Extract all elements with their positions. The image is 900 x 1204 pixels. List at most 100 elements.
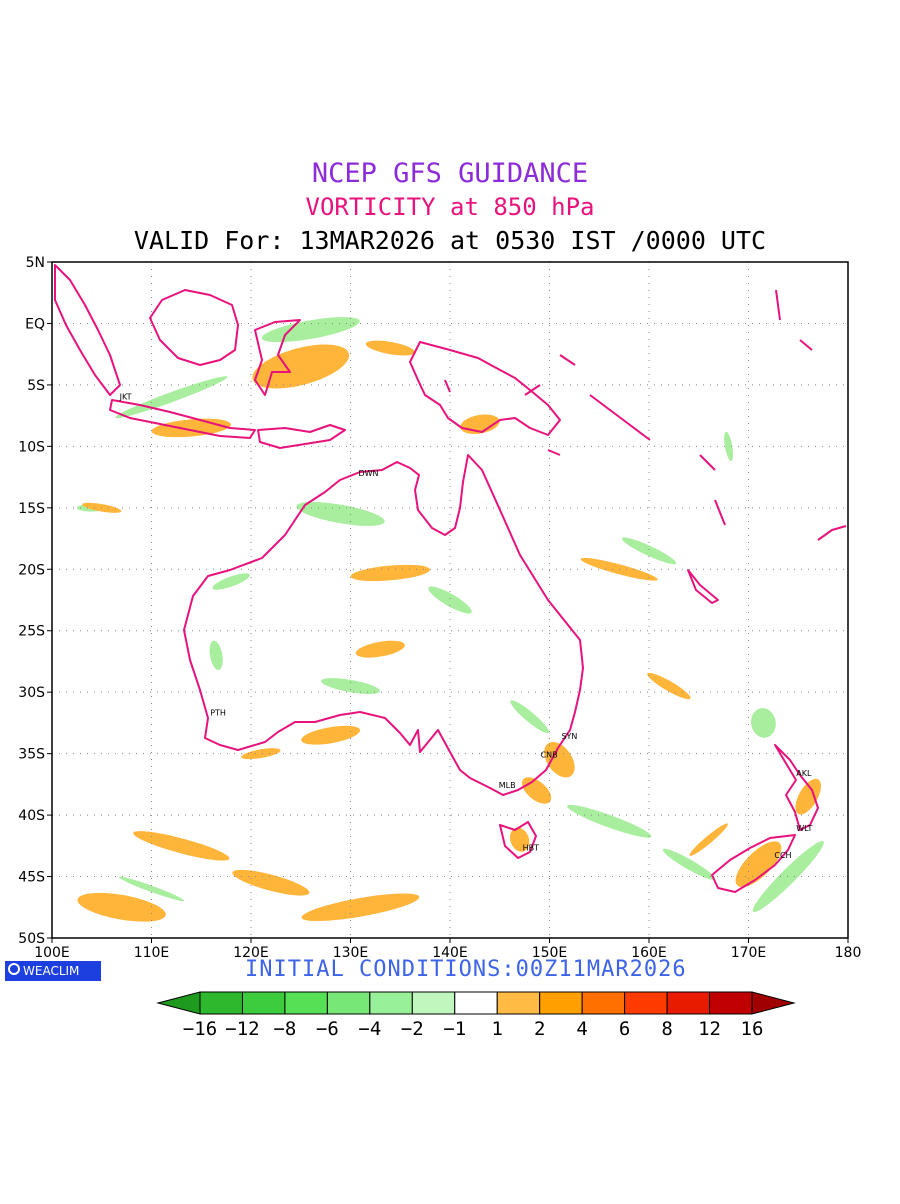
city-label: CCH: [774, 851, 791, 860]
positive-vorticity-patch: [544, 742, 575, 778]
lon-label: 120E: [233, 945, 269, 961]
latitude-labels: 5N EQ 5S 10S 15S 20S 25S 30S 35S 40S 45S 50S: [18, 255, 52, 947]
lat-label: EQ: [25, 316, 45, 332]
colorbar-label: 12: [698, 1018, 721, 1040]
positive-vorticity-patch: [241, 748, 281, 760]
coastline-solomons: [589, 394, 726, 526]
city-label: PTH: [210, 709, 226, 718]
coastline-new-caledonia: [687, 569, 719, 604]
coastline-sulawesi: [254, 319, 301, 396]
positive-vorticity-patch: [647, 672, 691, 700]
negative-vorticity-patch: [510, 700, 549, 734]
coastline-borneo: [149, 289, 239, 366]
negative-vorticity-patch: [261, 317, 360, 343]
colorbar-left-arrow: [156, 991, 201, 1015]
lon-label: 150E: [532, 945, 568, 961]
positive-vorticity-patch: [77, 892, 166, 922]
coastline-pacific-islands: [444, 354, 576, 456]
title-line-3: VALID For: 13MAR2026 at 0530 IST /0000 U…: [133, 226, 767, 255]
lat-label: 20S: [18, 562, 45, 578]
colorbar-label: −6: [316, 1018, 339, 1040]
lat-label: 5S: [27, 378, 45, 394]
colorbar-box: [369, 991, 413, 1015]
coastline-australia: [183, 454, 584, 796]
colorbar-box: [709, 991, 753, 1015]
colorbar-label: 16: [741, 1018, 764, 1040]
lat-label: 30S: [18, 685, 45, 701]
colorbar-label: −8: [273, 1018, 296, 1040]
colorbar-label: −12: [225, 1018, 259, 1040]
positive-vorticity-patch: [735, 841, 782, 888]
colorbar-label: 8: [661, 1018, 672, 1040]
colorbar: −16 −12 −8 −6 −4 −2 −1 1 2 4 6 8 12 16: [156, 991, 796, 1040]
colorbar-box: [411, 991, 456, 1015]
negative-vorticity-patch: [751, 708, 776, 738]
lon-label: 110E: [134, 945, 170, 961]
coastline-nz-north: [774, 744, 819, 831]
colorbar-label: 4: [576, 1018, 587, 1040]
city-label: MLB: [499, 781, 516, 790]
colorbar-box: [241, 991, 286, 1015]
city-label: CNB: [541, 750, 558, 759]
city-label: DWN: [358, 469, 378, 478]
positive-vorticity-patch: [133, 831, 230, 861]
colorbar-box: [581, 991, 626, 1015]
positive-vorticity-patch: [252, 344, 350, 389]
lon-label: 130E: [333, 945, 369, 961]
negative-vorticity-patch: [428, 586, 472, 614]
lon-label: 160E: [631, 945, 667, 961]
title-line-2: VORTICITY at 850 hPa: [305, 193, 595, 221]
negative-vorticity-patch: [752, 840, 824, 913]
lat-label: 35S: [18, 747, 45, 763]
negative-vorticity-patch: [212, 573, 250, 590]
colorbar-box: [624, 991, 668, 1015]
lat-label: 10S: [18, 439, 45, 455]
city-label: JKT: [119, 393, 132, 402]
coastline-java: [109, 399, 256, 439]
positive-vorticity-patch: [509, 827, 530, 852]
city-label: AKL: [796, 769, 812, 778]
negative-vorticity-patch: [118, 876, 185, 902]
lat-label: 50S: [18, 931, 45, 947]
longitude-labels: 100E 110E 120E 130E 140E 150E 160E 170E 180: [34, 938, 861, 961]
colorbar-box: [496, 991, 541, 1015]
colorbar-label: −4: [358, 1018, 381, 1040]
colorbar-right-arrow: [751, 991, 796, 1015]
colorbar-box: [539, 991, 583, 1015]
vorticity-field: [76, 317, 824, 922]
logo-text: WEACLIM: [23, 964, 80, 978]
lon-label: 180: [835, 945, 862, 961]
coastline-sumatra: [54, 264, 121, 396]
colorbar-label: −1: [443, 1018, 466, 1040]
negative-vorticity-patch: [567, 804, 652, 838]
weaclim-logo: WEACLIM: [5, 961, 101, 981]
negative-vorticity-patch: [209, 640, 223, 671]
colorbar-box: [454, 991, 498, 1015]
negative-vorticity-patch: [115, 376, 228, 419]
coastlines: [54, 264, 847, 893]
positive-vorticity-patch: [689, 823, 728, 856]
negative-vorticity-patch: [621, 537, 677, 565]
coastline-nz-south: [711, 834, 796, 893]
positive-vorticity-patch: [355, 640, 405, 658]
coastline-new-guinea: [409, 341, 561, 436]
negative-vorticity-patch: [724, 431, 734, 462]
graticule: [52, 262, 848, 938]
colorbar-box: [284, 991, 328, 1015]
lat-label: 25S: [18, 624, 45, 640]
positive-vorticity-patch: [232, 869, 310, 896]
coastline-tasmania: [499, 821, 537, 859]
positive-vorticity-patch: [301, 725, 361, 745]
initial-conditions: INITIAL CONDITIONS:00Z11MAR2026: [245, 957, 687, 982]
lon-label: 100E: [34, 945, 70, 961]
colorbar-label: −2: [401, 1018, 424, 1040]
city-label: SYN: [561, 732, 577, 741]
city-label: HBT: [523, 844, 540, 853]
positive-vorticity-patch: [795, 778, 821, 815]
colorbar-box: [326, 991, 371, 1015]
lon-label: 140E: [432, 945, 468, 961]
negative-vorticity-patch: [662, 848, 715, 880]
